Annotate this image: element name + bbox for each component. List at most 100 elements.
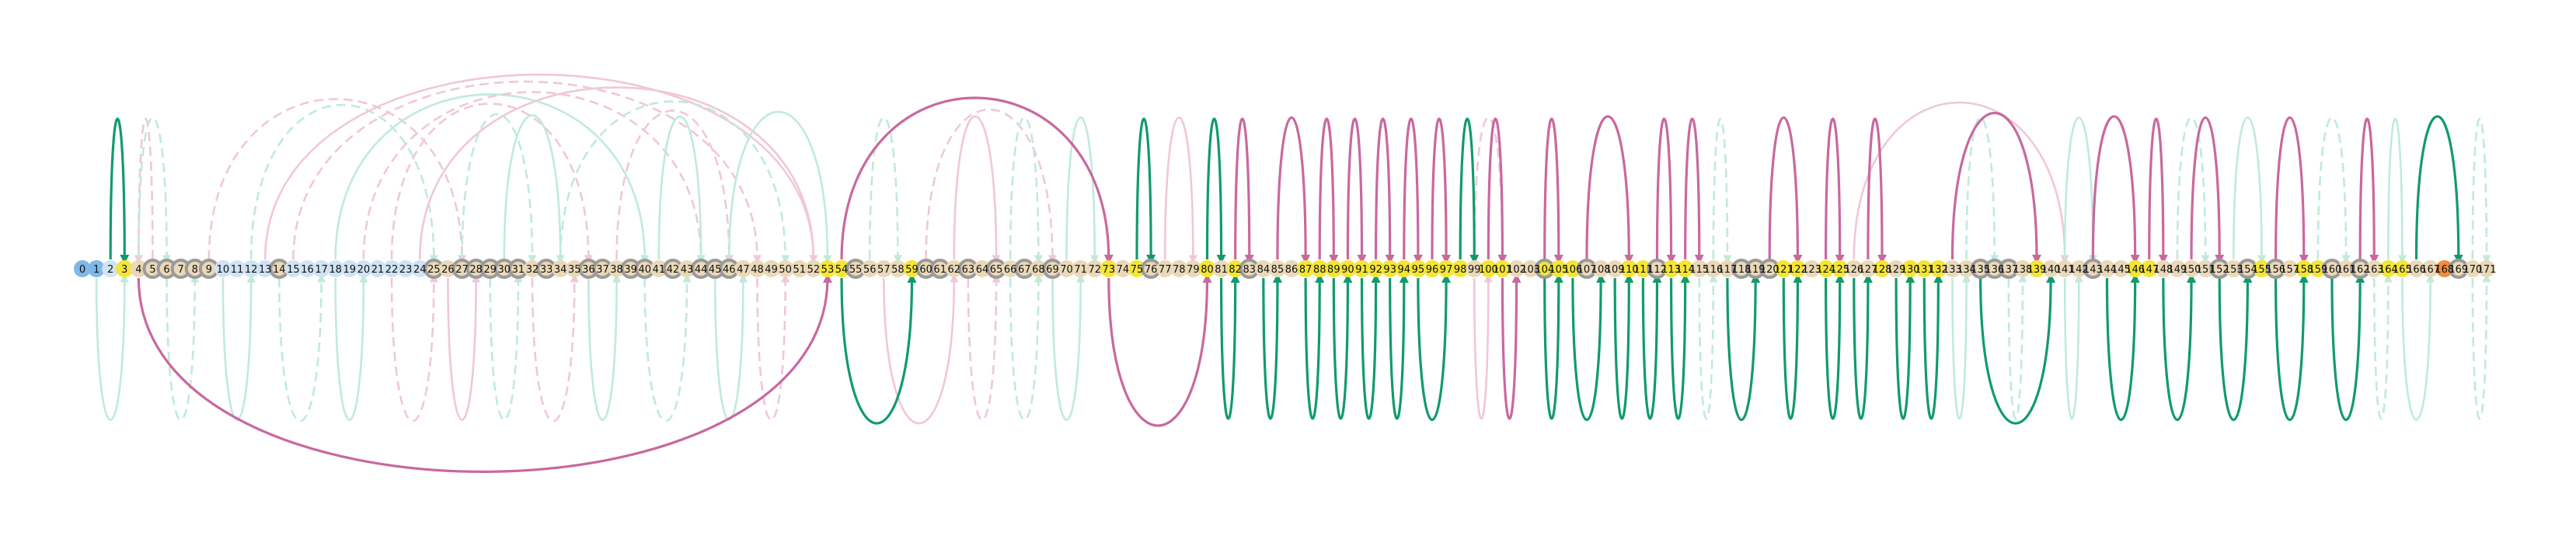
- node-108: [1592, 260, 1610, 277]
- node-label-21: 21: [371, 264, 385, 276]
- node-86: [1283, 260, 1301, 277]
- node-50: [776, 260, 794, 277]
- strong-arc-bottom-0: [137, 273, 832, 473]
- node-label-7: 7: [178, 264, 184, 276]
- node-125: [1831, 260, 1849, 277]
- node-48: [748, 260, 766, 277]
- node-131: [1915, 260, 1933, 277]
- faint-arc-top-5: [292, 80, 762, 264]
- faint-arc-bottom-17: [1473, 273, 1493, 420]
- node-label-84: 84: [1257, 264, 1271, 276]
- node-label-146: 146: [2125, 264, 2145, 276]
- strong-arc-bottom-10: [1501, 273, 1522, 420]
- node-label-81: 81: [1215, 264, 1228, 276]
- node-label-109: 109: [1605, 264, 1625, 276]
- node-label-160: 160: [2323, 264, 2342, 276]
- strong-arc-top-4: [1234, 117, 1254, 264]
- node-label-125: 125: [1830, 264, 1849, 276]
- node-label-9: 9: [206, 264, 212, 276]
- node-59: [903, 260, 921, 277]
- faint-arc-bottom-4: [334, 273, 368, 421]
- node-label-114: 114: [1675, 264, 1695, 276]
- node-147: [2140, 260, 2158, 277]
- node-109: [1606, 260, 1624, 277]
- strong-arc-top-16: [1684, 117, 1704, 264]
- node-label-65: 65: [990, 264, 1003, 276]
- strong-arc-bottom-12: [1571, 273, 1606, 421]
- node-161: [2337, 260, 2355, 277]
- node-153: [2225, 260, 2243, 277]
- node-124: [1817, 260, 1835, 277]
- node-17: [312, 260, 330, 277]
- node-142: [2070, 260, 2088, 277]
- node-16: [298, 260, 316, 277]
- node-label-40: 40: [638, 264, 651, 276]
- node-label-132: 132: [1929, 264, 1948, 276]
- node-label-104: 104: [1535, 264, 1554, 276]
- faint-arc-top-12: [559, 100, 790, 264]
- node-label-66: 66: [1004, 264, 1017, 276]
- node-label-96: 96: [1426, 264, 1439, 276]
- node-label-47: 47: [737, 264, 750, 276]
- strong-arc-top-1: [840, 96, 1114, 264]
- node-label-73: 73: [1103, 264, 1116, 276]
- node-62: [945, 260, 963, 277]
- strong-arc-top-17: [1768, 116, 1803, 264]
- faint-arc-bottom-7: [489, 273, 523, 421]
- node-label-155: 155: [2252, 264, 2271, 276]
- node-114: [1676, 260, 1694, 277]
- node-127: [1859, 260, 1877, 277]
- faint-arc-top-9: [418, 86, 818, 264]
- node-label-29: 29: [483, 264, 497, 276]
- strong-arc-top-7: [1346, 117, 1367, 264]
- node-100: [1480, 260, 1497, 277]
- node-label-93: 93: [1383, 264, 1396, 276]
- faint-arc-top-10: [461, 113, 537, 264]
- node-label-119: 119: [1746, 264, 1766, 276]
- node-140: [2042, 260, 2060, 277]
- node-90: [1339, 260, 1357, 277]
- faint-arc-bottom-14: [967, 273, 1001, 421]
- strong-arc-top-9: [1403, 117, 1423, 264]
- node-label-85: 85: [1271, 264, 1285, 276]
- node-label-77: 77: [1159, 264, 1172, 276]
- node-label-61: 61: [933, 264, 946, 276]
- node-label-44: 44: [695, 264, 708, 276]
- faint-arc-top-7: [362, 91, 706, 264]
- node-label-18: 18: [329, 264, 342, 276]
- node-label-91: 91: [1355, 264, 1368, 276]
- strong-arc-top-13: [1543, 117, 1563, 264]
- node-label-136: 136: [1985, 264, 2004, 276]
- node-label-54: 54: [835, 264, 849, 276]
- node-label-92: 92: [1369, 264, 1382, 276]
- node-label-1: 1: [93, 264, 99, 276]
- faint-arc-bottom-15: [1009, 273, 1043, 421]
- node-113: [1662, 260, 1680, 277]
- strong-arc-bottom-27: [2330, 273, 2365, 421]
- node-116: [1704, 260, 1722, 277]
- node-158: [2295, 260, 2313, 277]
- node-111: [1634, 260, 1652, 277]
- node-label-5: 5: [149, 264, 155, 276]
- node-103: [1522, 260, 1539, 277]
- node-label-121: 121: [1774, 264, 1793, 276]
- node-label-49: 49: [765, 264, 778, 276]
- strong-arc-top-0: [109, 117, 130, 264]
- node-115: [1690, 260, 1708, 277]
- node-22: [383, 260, 401, 277]
- node-label-170: 170: [2463, 264, 2482, 276]
- node-146: [2126, 260, 2144, 277]
- faint-arc-bottom-23: [2401, 273, 2435, 421]
- node-132: [1929, 260, 1947, 277]
- node-label-16: 16: [301, 264, 314, 276]
- node-53: [818, 260, 836, 277]
- node-label-143: 143: [2083, 264, 2103, 276]
- faint-arcs: [95, 73, 2491, 425]
- node-64: [973, 260, 991, 277]
- node-label-62: 62: [948, 264, 961, 276]
- node-159: [2309, 260, 2327, 277]
- node-label-101: 101: [1493, 264, 1512, 276]
- strong-arc-bottom-9: [1417, 273, 1452, 421]
- strong-arc-top-5: [1276, 116, 1311, 264]
- node-110: [1620, 260, 1638, 277]
